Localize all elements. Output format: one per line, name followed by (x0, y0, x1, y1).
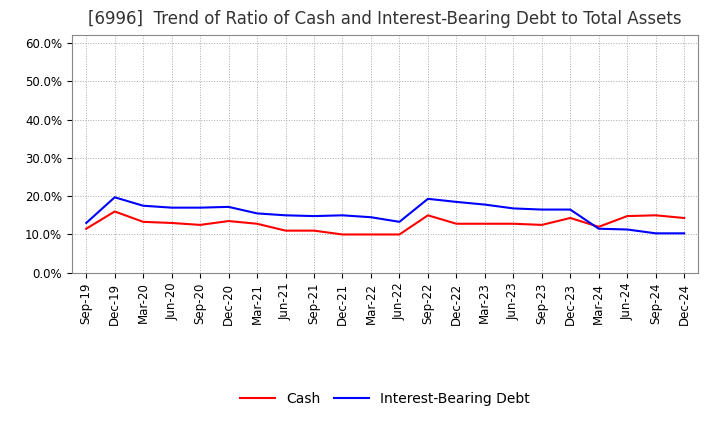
Interest-Bearing Debt (310, 213, 318, 219)
Interest-Bearing Debt (452, 199, 461, 205)
Interest-Bearing Debt (509, 206, 518, 211)
Cash (395, 232, 404, 237)
Interest-Bearing Debt (282, 213, 290, 218)
Interest-Bearing Debt (110, 194, 119, 200)
Interest-Bearing Debt (139, 203, 148, 209)
Cash (595, 224, 603, 229)
Cash (82, 226, 91, 231)
Interest-Bearing Debt (253, 211, 261, 216)
Cash (423, 213, 432, 218)
Cash (509, 221, 518, 227)
Cash (253, 221, 261, 227)
Cash (452, 221, 461, 227)
Title: [6996]  Trend of Ratio of Cash and Interest-Bearing Debt to Total Assets: [6996] Trend of Ratio of Cash and Intere… (89, 10, 682, 28)
Interest-Bearing Debt (338, 213, 347, 218)
Interest-Bearing Debt (566, 207, 575, 212)
Cash (139, 219, 148, 224)
Line: Cash: Cash (86, 212, 684, 235)
Interest-Bearing Debt (167, 205, 176, 210)
Line: Interest-Bearing Debt: Interest-Bearing Debt (86, 197, 684, 233)
Cash (110, 209, 119, 214)
Cash (225, 218, 233, 224)
Cash (480, 221, 489, 227)
Interest-Bearing Debt (480, 202, 489, 207)
Interest-Bearing Debt (537, 207, 546, 212)
Interest-Bearing Debt (680, 231, 688, 236)
Cash (310, 228, 318, 233)
Cash (196, 222, 204, 227)
Interest-Bearing Debt (595, 226, 603, 231)
Cash (167, 220, 176, 226)
Interest-Bearing Debt (652, 231, 660, 236)
Cash (623, 213, 631, 219)
Interest-Bearing Debt (225, 204, 233, 209)
Interest-Bearing Debt (196, 205, 204, 210)
Cash (282, 228, 290, 233)
Cash (366, 232, 375, 237)
Interest-Bearing Debt (623, 227, 631, 232)
Interest-Bearing Debt (423, 196, 432, 202)
Cash (537, 222, 546, 227)
Legend: Cash, Interest-Bearing Debt: Cash, Interest-Bearing Debt (235, 387, 536, 412)
Cash (652, 213, 660, 218)
Cash (338, 232, 347, 237)
Cash (680, 215, 688, 220)
Interest-Bearing Debt (82, 220, 91, 226)
Interest-Bearing Debt (366, 215, 375, 220)
Cash (566, 215, 575, 220)
Interest-Bearing Debt (395, 219, 404, 224)
